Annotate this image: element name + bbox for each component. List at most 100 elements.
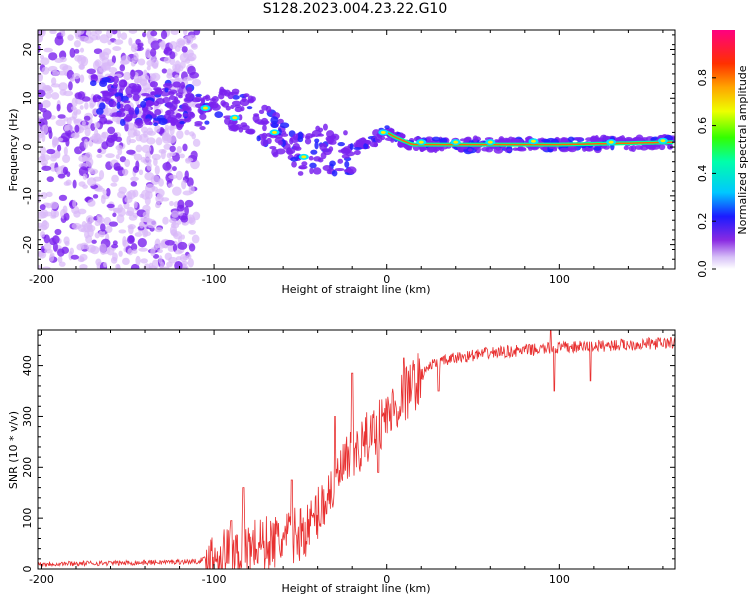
- spectrogram-cell: [150, 30, 158, 37]
- spectrogram-cell: [54, 57, 64, 64]
- snr-ytick-label: 300: [21, 406, 34, 427]
- spectrogram-x-axis-label: Height of straight line (km): [281, 283, 430, 296]
- spectrogram-cell: [124, 122, 129, 132]
- spectrogram-cell: [163, 49, 169, 54]
- spectrogram-cell: [117, 191, 126, 199]
- snr-ytick-label: 0: [21, 566, 34, 573]
- spectrogram-cell: [100, 223, 106, 232]
- spectrogram-cell: [108, 67, 118, 74]
- spectrogram-cell: [124, 158, 131, 168]
- spectrogram-cell: [154, 165, 160, 175]
- spectrogram-cell: [187, 258, 194, 268]
- spectrogram-cell: [103, 107, 113, 116]
- spectrogram-cell: [69, 47, 76, 58]
- spectrogram-cell: [65, 179, 72, 186]
- spectrogram-cell: [120, 79, 127, 88]
- spectrogram-cell: [92, 194, 99, 199]
- spectrogram-cell: [122, 257, 130, 266]
- spectrogram-cell: [174, 249, 183, 255]
- spectrogram-cell: [431, 136, 441, 142]
- spectrogram-cell: [51, 92, 60, 100]
- spectrogram-cell: [326, 169, 332, 175]
- spectrogram-cell: [314, 138, 320, 143]
- spectrogram-cell: [184, 199, 194, 208]
- snr-ytick-label: 100: [21, 508, 34, 529]
- spectrogram-cell: [175, 112, 182, 119]
- spectrogram-cell: [117, 30, 122, 39]
- spectrogram-cell: [91, 239, 97, 244]
- spectrogram-cell: [150, 40, 161, 50]
- spectrogram-cell: [356, 140, 361, 149]
- spectrogram-cell: [512, 147, 519, 151]
- spectrogram-cell: [179, 153, 185, 159]
- spectrogram-cell: [98, 102, 106, 110]
- spectrogram-cell: [330, 135, 337, 139]
- spectrogram-cell: [62, 205, 68, 214]
- spectrogram-cell: [180, 81, 186, 89]
- spectrogram-cell: [146, 162, 152, 171]
- spectrogram-cell: [161, 68, 168, 74]
- spectrogram-cell: [168, 218, 177, 224]
- spectrogram-cell: [52, 70, 59, 77]
- spectrogram-cell: [47, 126, 52, 134]
- spectrogram-cell: [129, 113, 138, 119]
- spectrogram-cell: [79, 264, 88, 269]
- spectrogram-cell: [39, 146, 47, 156]
- spectrogram-cell: [199, 113, 207, 120]
- spectrogram-cell: [58, 82, 68, 91]
- spectrogram-cell: [331, 169, 338, 177]
- spectrogram-cell: [41, 66, 50, 75]
- spectrogram-cell: [40, 231, 46, 238]
- spectrogram-ytick-label: 10: [21, 91, 34, 105]
- spectrogram-ridge: [90, 74, 675, 177]
- spectrogram-cell: [481, 147, 490, 152]
- spectrogram-cell: [166, 68, 173, 76]
- spectrogram-cell: [138, 247, 148, 252]
- spectrogram-cell: [48, 254, 55, 262]
- spectrogram-cell: [209, 98, 217, 102]
- spectrogram-cell: [101, 141, 109, 150]
- spectrogram-cell: [230, 104, 235, 110]
- spectrogram-cell: [128, 122, 135, 131]
- spectrogram-cell: [48, 52, 58, 61]
- spectrogram-cell: [128, 225, 134, 235]
- spectrogram-cell: [312, 167, 322, 175]
- spectrogram-cell: [169, 41, 178, 50]
- spectrogram-cell: [116, 264, 121, 269]
- spectrogram-cell: [92, 94, 101, 103]
- spectrogram-cell: [221, 101, 230, 108]
- spectrogram-cell: [150, 48, 157, 57]
- spectrogram-cell: [85, 215, 94, 224]
- snr-series-line: [38, 330, 675, 569]
- spectrogram-cell: [507, 148, 512, 152]
- spectrogram-cell: [140, 126, 148, 134]
- spectrogram-cell: [180, 234, 185, 240]
- spectrogram-cell: [38, 102, 43, 111]
- spectrogram-cell: [101, 131, 109, 139]
- spectrogram-cell: [39, 204, 46, 211]
- spectrogram-cell: [231, 100, 242, 106]
- spectrogram-cell: [247, 129, 255, 135]
- spectrogram-cell: [467, 148, 473, 152]
- snr-x-axis-label: Height of straight line (km): [281, 582, 430, 595]
- spectrogram-cell: [227, 91, 234, 100]
- spectrogram-cell: [38, 30, 46, 37]
- spectrogram-cell: [127, 235, 135, 245]
- spectrogram-cell: [38, 44, 41, 54]
- spectrogram-cell: [128, 30, 138, 34]
- spectrogram-cell: [364, 139, 372, 145]
- spectrogram-cell: [112, 46, 122, 52]
- spectrogram-cell: [171, 210, 179, 218]
- spectrogram-cell: [130, 243, 138, 252]
- spectrogram-cell: [149, 81, 158, 88]
- spectrogram-cell: [188, 217, 196, 225]
- spectrogram-cell: [86, 177, 97, 187]
- spectrogram-cell: [343, 168, 354, 173]
- spectrogram-cell: [144, 118, 152, 126]
- spectrogram-cell: [57, 256, 63, 264]
- spectrogram-cell: [42, 219, 48, 227]
- spectrogram-cell: [141, 144, 152, 154]
- spectrogram-cell: [137, 238, 147, 248]
- spectrogram-cell: [70, 254, 79, 260]
